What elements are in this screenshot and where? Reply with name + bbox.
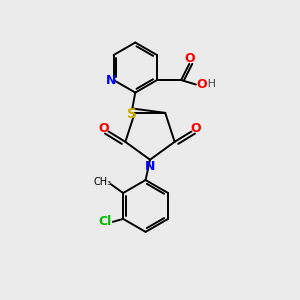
Text: O: O [184, 52, 195, 65]
Text: N: N [106, 74, 116, 87]
Text: S: S [127, 107, 137, 121]
Text: O: O [190, 122, 201, 135]
Text: Cl: Cl [98, 215, 111, 228]
Text: CH₃: CH₃ [94, 177, 112, 187]
Text: O: O [99, 122, 110, 135]
Text: N: N [145, 160, 155, 173]
Text: ·H: ·H [205, 80, 217, 89]
Text: O: O [196, 78, 207, 91]
